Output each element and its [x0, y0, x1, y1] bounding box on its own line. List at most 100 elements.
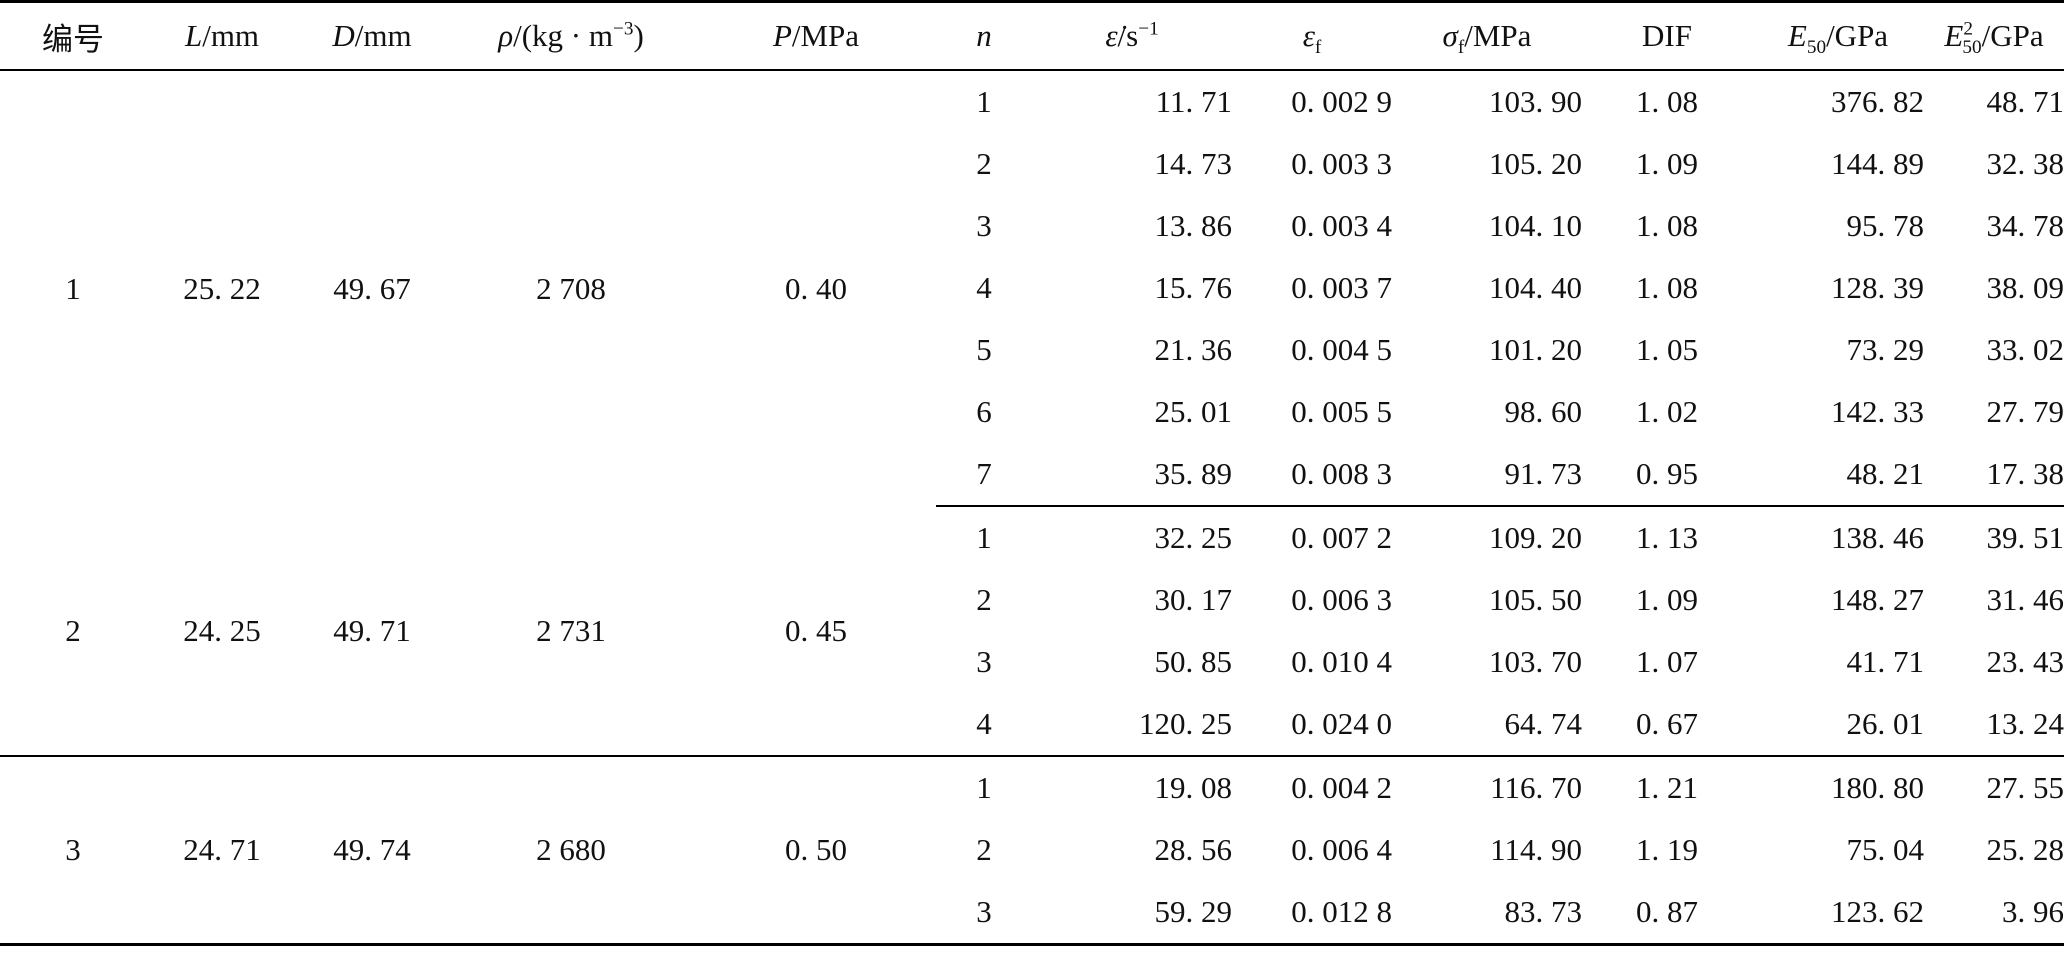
cell-e50: 142. 33	[1831, 394, 1924, 429]
cell-dif: 1. 08	[1636, 84, 1698, 119]
cell-e50: 26. 01	[1752, 693, 1924, 757]
cell-strain-rate: 11. 71	[1155, 84, 1232, 119]
header-e50-squared: E250/GPa	[1924, 0, 2064, 71]
header-pressure: P/MPa	[696, 0, 936, 71]
cell-peak-stress: 105. 50	[1489, 582, 1582, 617]
cell-dif: 1. 13	[1636, 520, 1698, 555]
cell-peak-stress: 104. 40	[1489, 270, 1582, 305]
header-peak-stress: σf/MPa	[1392, 0, 1582, 71]
cell-peak-strain: 0. 003 4	[1291, 208, 1392, 243]
cell-e50: 95. 78	[1846, 208, 1925, 243]
header-id: 编号	[0, 0, 146, 71]
cell-n: 3	[936, 881, 1032, 946]
cell-strain-rate: 21. 36	[1154, 332, 1233, 367]
cell-e50: 138. 46	[1831, 520, 1924, 555]
cell-peak-stress: 91. 73	[1392, 443, 1582, 507]
cell-e50-squared: 34. 78	[1986, 208, 2064, 243]
table-row: 5 21. 36 0. 004 5 101. 20 1. 05 73. 29 3…	[0, 319, 2064, 381]
cell-density: 2 680	[446, 756, 696, 946]
table-body: 1 25. 22 49. 67 2 708 0. 40 1 11. 71 0. …	[0, 70, 2064, 946]
cell-pressure: 0. 40	[785, 270, 847, 306]
cell-strain-rate: 59. 29	[1032, 881, 1232, 946]
cell-density: 2 708	[536, 270, 606, 306]
cell-id: 1	[65, 270, 81, 306]
cell-strain-rate: 30. 17	[1154, 582, 1233, 617]
cell-peak-strain: 0. 012 8	[1232, 881, 1392, 946]
cell-peak-strain: 0. 006 3	[1291, 582, 1392, 617]
table-row: 2 24. 25 49. 71 2 731 0. 45 1 32. 25 0. …	[0, 506, 2064, 757]
cell-dif: 0. 95	[1582, 443, 1752, 507]
table-row: 1 25. 22 49. 67 2 708 0. 40 1 11. 71 0. …	[0, 70, 2064, 306]
cell-e50-squared: 38. 09	[1986, 270, 2064, 305]
cell-peak-strain: 0. 004 2	[1291, 770, 1392, 805]
cell-e50-squared: 39. 51	[1986, 520, 2064, 555]
cell-strain-rate: 120. 25	[1032, 693, 1232, 757]
header-row: 编号 L/mm D/mm ρ/(kg · m−3) P/MPa n ε̇/s−1…	[0, 0, 2064, 71]
cell-diameter: 49. 67	[333, 270, 411, 306]
cell-dif: 1. 02	[1636, 394, 1698, 429]
cell-e50-squared: 32. 38	[1986, 146, 2064, 181]
cell-peak-stress: 114. 90	[1490, 832, 1582, 867]
cell-density: 2 731	[446, 506, 696, 757]
cell-peak-strain: 0. 006 4	[1291, 832, 1392, 867]
data-table: 编号 L/mm D/mm ρ/(kg · m−3) P/MPa n ε̇/s−1…	[0, 0, 2064, 946]
table-row: 3 59. 29 0. 012 8 83. 73 0. 87 123. 62 3…	[0, 881, 2064, 946]
cell-strain-rate: 15. 76	[1154, 270, 1233, 305]
cell-strain-rate: 50. 85	[1154, 644, 1233, 679]
cell-dif: 1. 08	[1636, 270, 1698, 305]
table-row: 7 35. 89 0. 008 3 91. 73 0. 95 48. 21 17…	[0, 443, 2064, 507]
cell-peak-strain: 0. 003 7	[1291, 270, 1392, 305]
cell-pressure: 0. 50	[696, 756, 936, 946]
cell-e50: 148. 27	[1831, 582, 1924, 617]
cell-n: 6	[976, 394, 992, 429]
cell-e50: 128. 39	[1831, 270, 1924, 305]
cell-length: 24. 71	[146, 756, 298, 946]
cell-strain-rate: 14. 73	[1154, 146, 1233, 181]
cell-strain-rate: 35. 89	[1032, 443, 1232, 507]
cell-e50: 75. 04	[1846, 832, 1925, 867]
cell-peak-strain: 0. 002 9	[1291, 84, 1392, 119]
header-peak-strain: εf	[1232, 0, 1392, 71]
cell-peak-stress: 103. 70	[1489, 644, 1582, 679]
cell-n: 1	[976, 84, 992, 119]
cell-e50-squared: 31. 46	[1986, 582, 2064, 617]
cell-e50: 180. 80	[1831, 770, 1924, 805]
header-dif: DIF	[1582, 0, 1752, 71]
cell-e50-squared: 27. 55	[1986, 770, 2064, 805]
cell-peak-stress: 64. 74	[1392, 693, 1582, 757]
cell-peak-stress: 83. 73	[1392, 881, 1582, 946]
cell-n: 2	[976, 832, 992, 867]
cell-n: 7	[936, 443, 1032, 507]
table-row: 3 24. 71 49. 74 2 680 0. 50 1 19. 08 0. …	[0, 756, 2064, 946]
header-n: n	[936, 0, 1032, 71]
table-row: 6 25. 01 0. 005 5 98. 60 1. 02 142. 33 2…	[0, 381, 2064, 443]
cell-e50-squared: 23. 43	[1986, 644, 2064, 679]
cell-peak-stress: 103. 90	[1489, 84, 1582, 119]
cell-dif: 1. 19	[1636, 832, 1698, 867]
cell-pressure: 0. 45	[696, 506, 936, 757]
cell-peak-stress: 116. 70	[1490, 770, 1582, 805]
cell-dif: 1. 09	[1636, 146, 1698, 181]
cell-n: 4	[936, 693, 1032, 757]
cell-diameter: 49. 71	[298, 506, 446, 757]
cell-dif: 1. 05	[1636, 332, 1698, 367]
cell-e50: 73. 29	[1846, 332, 1925, 367]
header-length: L/mm	[146, 0, 298, 71]
cell-id: 2	[0, 506, 146, 757]
cell-peak-strain: 0. 008 3	[1232, 443, 1392, 507]
header-e50: E50/GPa	[1752, 0, 1924, 71]
cell-length: 24. 25	[146, 506, 298, 757]
cell-e50-squared: 13. 24	[1924, 693, 2064, 757]
cell-e50-squared: 25. 28	[1986, 832, 2064, 867]
cell-e50: 41. 71	[1846, 644, 1925, 679]
cell-e50-squared: 33. 02	[1986, 332, 2064, 367]
table-row: 2 30. 17 0. 006 3 105. 50 1. 09 148. 27 …	[0, 569, 2064, 631]
table-header: 编号 L/mm D/mm ρ/(kg · m−3) P/MPa n ε̇/s−1…	[0, 0, 2064, 71]
cell-peak-strain: 0. 005 5	[1291, 394, 1392, 429]
header-density: ρ/(kg · m−3)	[446, 0, 696, 71]
cell-n: 3	[976, 208, 992, 243]
table-row: 3 13. 86 0. 003 4 104. 10 1. 08 95. 78 3…	[0, 195, 2064, 257]
cell-dif: 1. 07	[1636, 644, 1698, 679]
cell-n: 1	[976, 770, 992, 805]
cell-e50-squared: 27. 79	[1986, 394, 2064, 429]
